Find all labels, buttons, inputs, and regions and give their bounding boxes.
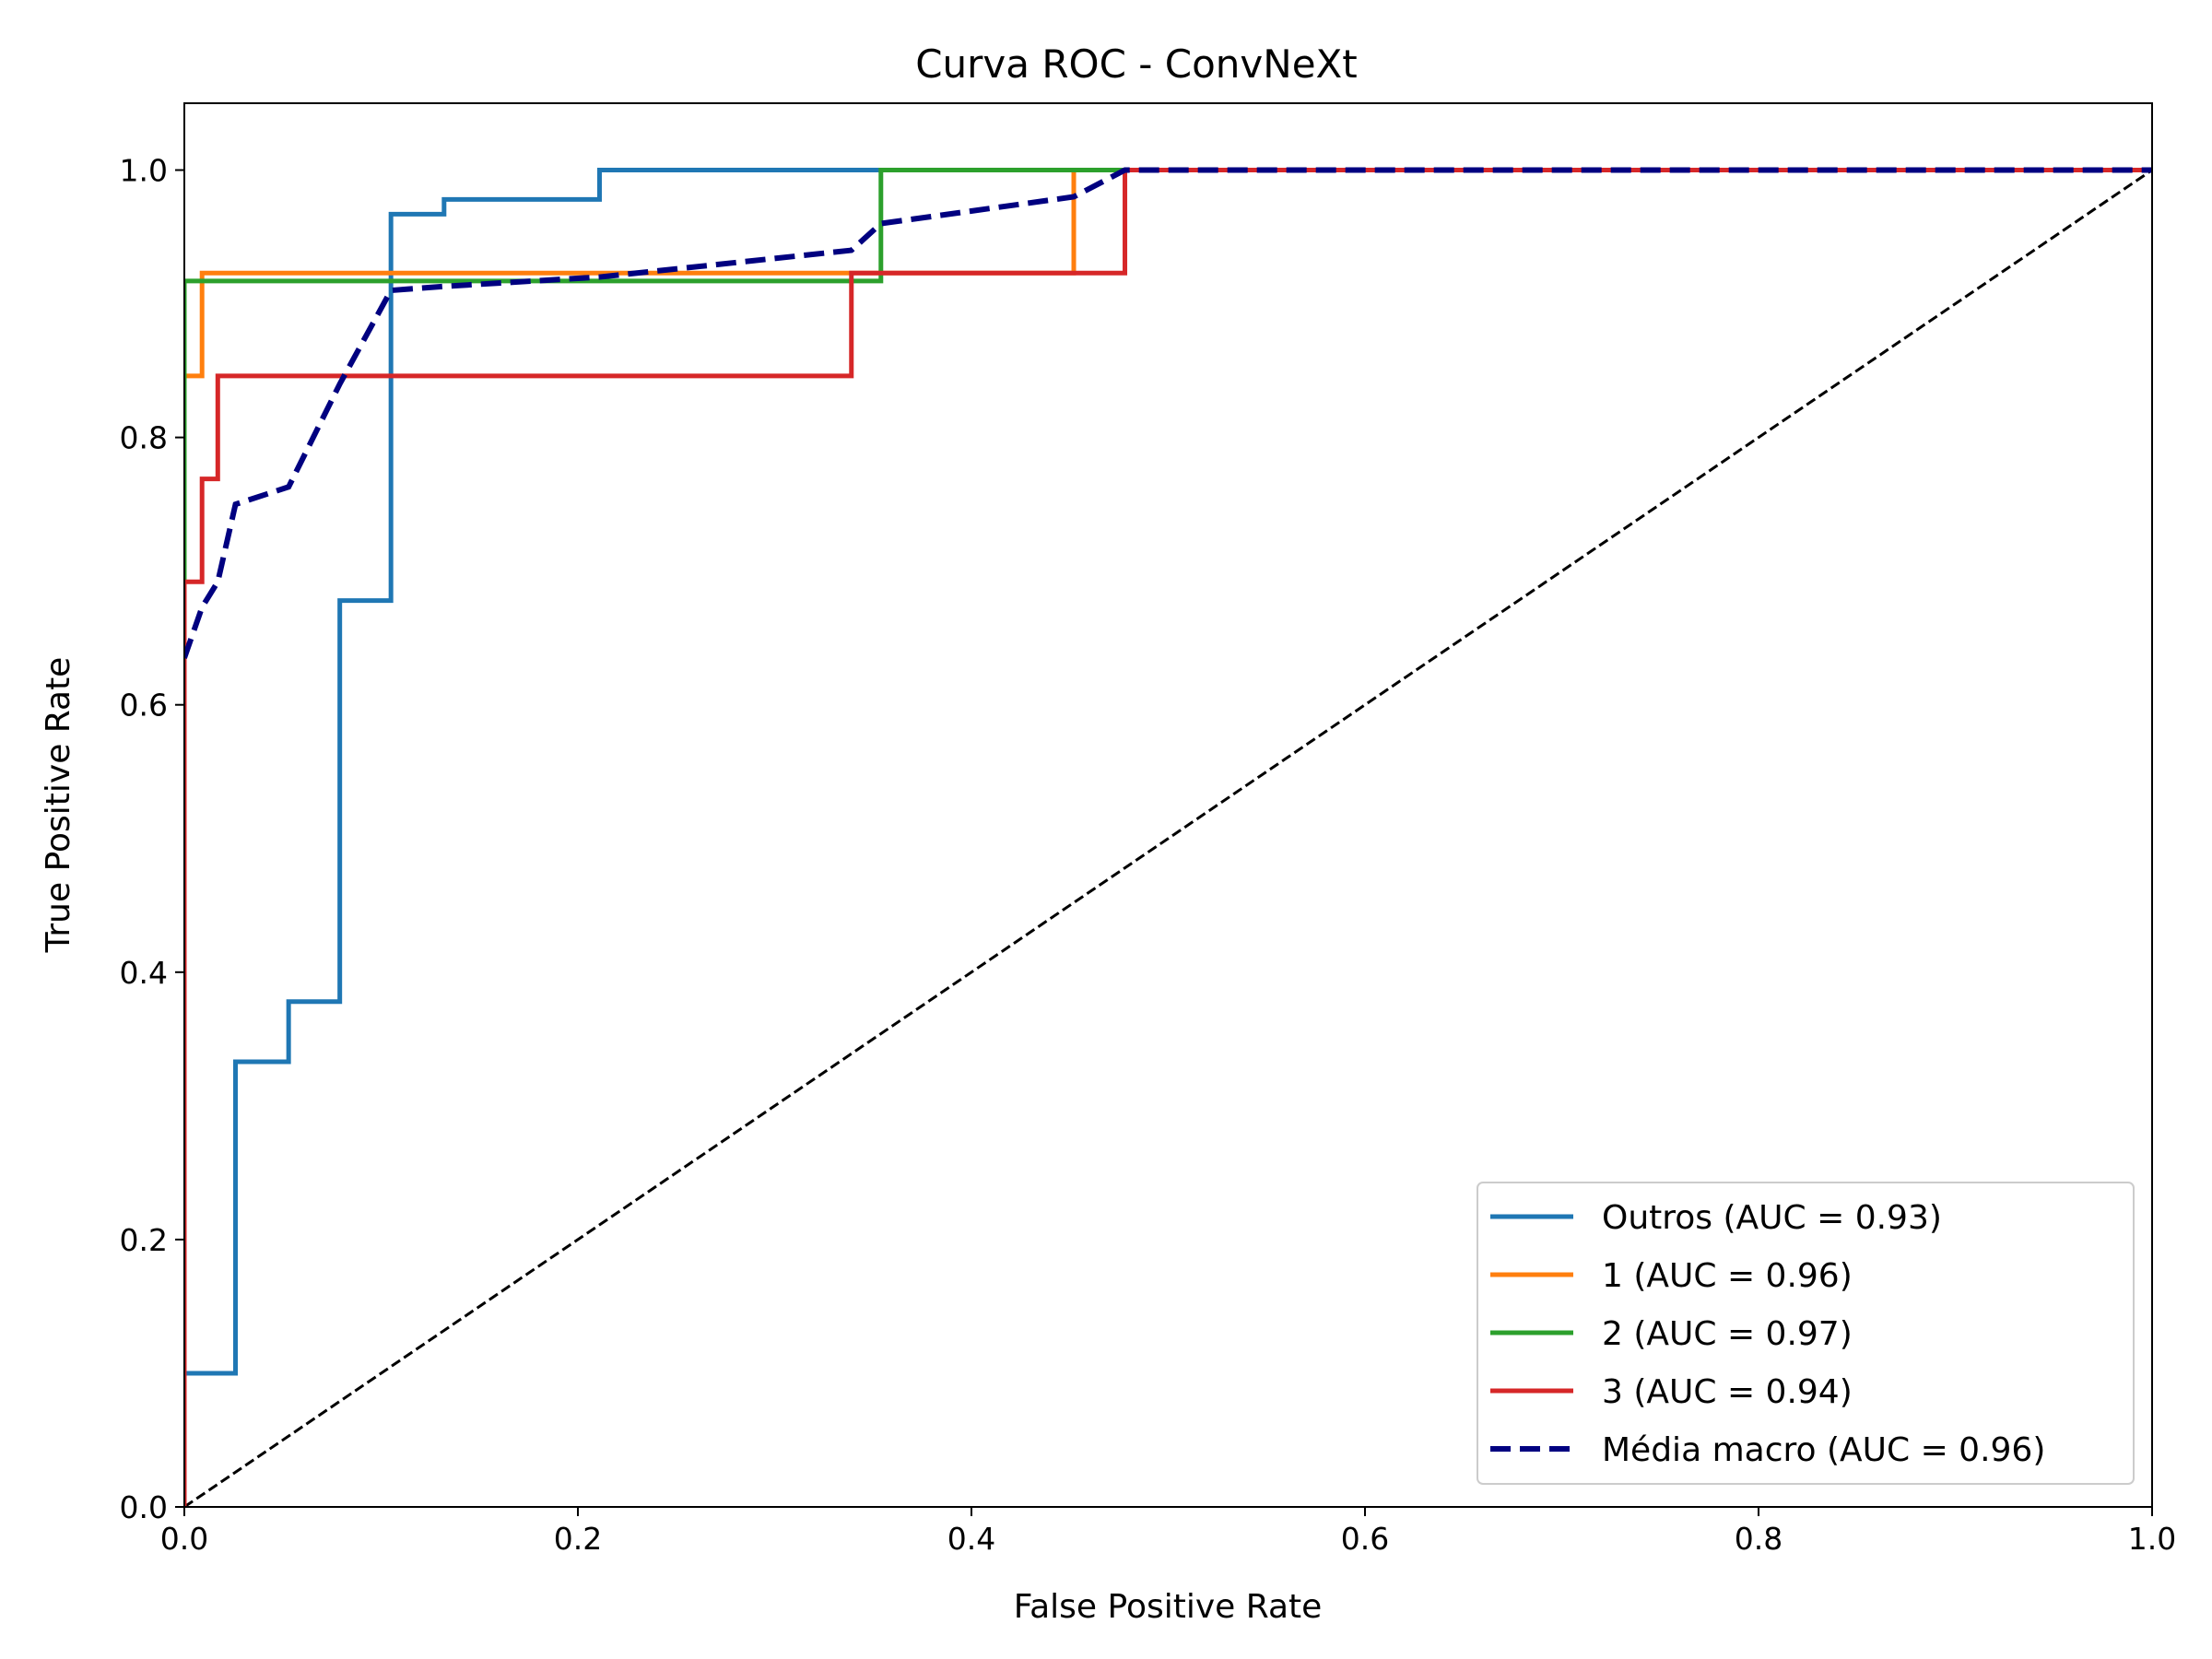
x-tick-label: 0.8 — [1735, 1521, 1783, 1557]
x-tick-label: 0.6 — [1341, 1521, 1389, 1557]
legend-label-3: 3 (AUC = 0.94) — [1602, 1373, 1853, 1411]
legend-label-2: 2 (AUC = 0.97) — [1602, 1315, 1853, 1353]
legend: Outros (AUC = 0.93) 1 (AUC = 0.96) 2 (AUC … — [1477, 1182, 2135, 1485]
legend-label-1: 1 (AUC = 0.96) — [1602, 1257, 1853, 1295]
x-tick-label: 0.4 — [947, 1521, 995, 1557]
y-tick-label: 1.0 — [120, 153, 168, 189]
series-line-4 — [184, 167, 2152, 659]
y-axis: 0.0 0.2 0.4 0.6 0.8 1.0 — [120, 153, 184, 1525]
y-axis-label: True Positive Rate — [40, 657, 77, 954]
legend-box — [1477, 1182, 2135, 1485]
x-tick-label: 0.0 — [160, 1521, 208, 1557]
y-tick-label: 0.4 — [120, 955, 168, 991]
series-line-0 — [184, 168, 2152, 1507]
chance-diagonal-line — [184, 169, 2152, 1507]
y-tick-label: 0.6 — [120, 688, 168, 724]
series-line-3 — [184, 168, 2152, 1507]
y-tick-label: 0.2 — [120, 1222, 168, 1258]
y-tick-label: 0.8 — [120, 420, 168, 456]
plot-area — [183, 102, 2153, 1508]
legend-label-4: Média macro (AUC = 0.96) — [1602, 1431, 2045, 1469]
x-tick-label: 1.0 — [2128, 1521, 2176, 1557]
x-tick-label: 0.2 — [554, 1521, 602, 1557]
series-layer — [184, 167, 2152, 1507]
plot-frame — [183, 102, 2153, 1508]
x-axis-label: False Positive Rate — [1014, 1588, 1323, 1626]
x-axis: 0.0 0.2 0.4 0.6 0.8 1.0 — [160, 1507, 2176, 1557]
chart-title: Curva ROC - ConvNeXt — [915, 41, 1358, 87]
y-tick-label: 0.0 — [120, 1489, 168, 1525]
legend-label-0: Outros (AUC = 0.93) — [1602, 1199, 1942, 1237]
